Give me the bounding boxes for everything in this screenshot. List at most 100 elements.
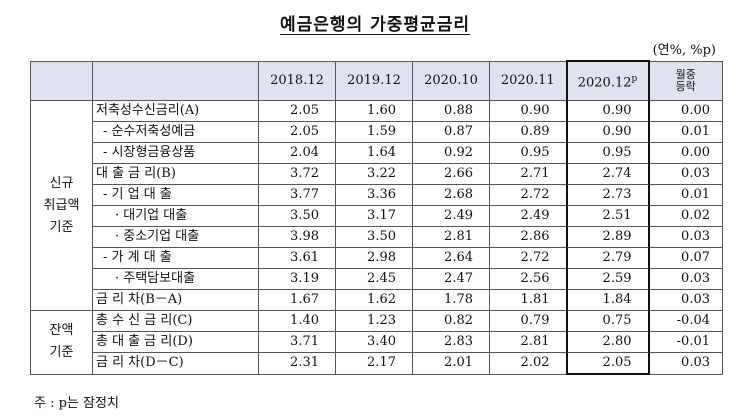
table-cell: -0.04 [648, 310, 723, 332]
table-cell: 2.49 [412, 205, 490, 227]
table-cell: 1.64 [335, 142, 413, 164]
mom-line1: 월중 [675, 67, 696, 81]
table-row: - 시장형금융상품 2.04 1.64 0.92 0.95 0.95 0.00 [31, 142, 723, 164]
table-cell: 2.47 [412, 268, 490, 290]
table-cell: 2.74 [565, 163, 650, 185]
table-cell: 0.90 [565, 121, 650, 143]
table-cell: 3.98 [258, 226, 336, 248]
header-col-4: 2020.11 [489, 60, 567, 101]
table-cell: 2.56 [489, 268, 567, 290]
table-cell: 1.84 [565, 289, 650, 311]
table-cell: 0.07 [648, 247, 723, 269]
table-cell: 3.40 [335, 331, 413, 353]
table-row: 금 리 차(D－C) 2.31 2.17 2.01 2.02 2.05 0.03 [31, 352, 723, 375]
table-cell: 0.90 [489, 100, 567, 122]
table-cell: 3.72 [258, 163, 336, 185]
mom-line2: 등락 [675, 79, 696, 93]
table-cell: 2.05 [258, 121, 336, 143]
table-cell: 3.61 [258, 247, 336, 269]
table-cell: 1.40 [258, 310, 336, 332]
table-cell: 3.19 [258, 268, 336, 290]
row-label: · 중소기업 대출 [92, 226, 259, 248]
table-cell: 3.22 [335, 163, 413, 185]
table-cell: 0.92 [412, 142, 490, 164]
table-cell: 0.79 [489, 310, 567, 332]
table-cell: 1.23 [335, 310, 413, 332]
table-cell: 0.95 [489, 142, 567, 164]
table-cell: 0.03 [648, 268, 723, 290]
row-label: - 가 계 대 출 [92, 247, 259, 269]
header-col-1: 2018.12 [258, 60, 336, 101]
table-cell: 2.83 [412, 331, 490, 353]
table-cell: 2.17 [335, 352, 413, 375]
table-cell: 3.50 [258, 205, 336, 227]
row-label: 금 리 차(D－C) [92, 352, 259, 375]
header-mom-change: 월중 등락 [648, 60, 723, 101]
row-group-label: 신규 취급액 기준 [30, 100, 93, 311]
table-cell: 2.73 [565, 184, 650, 206]
table-row: - 가 계 대 출 3.61 2.98 2.64 2.72 2.79 0.07 [31, 247, 723, 269]
table-cell: 0.03 [648, 352, 723, 375]
row-label: - 시장형금융상품 [92, 142, 259, 164]
table-row: 총 대 출 금 리(D) 3.71 3.40 2.83 2.81 2.80 -0.01 [31, 331, 723, 353]
table-cell: 2.72 [489, 247, 567, 269]
table-cell: 0.90 [565, 100, 650, 122]
table-row: · 주택담보대출 3.19 2.45 2.47 2.56 2.59 0.03 [31, 268, 723, 290]
header-col-5-text: 2020.12 [577, 75, 632, 91]
row-label: 대 출 금 리(B) [92, 163, 259, 185]
table-cell: 0.89 [489, 121, 567, 143]
table-cell: 2.51 [565, 205, 650, 227]
table-cell: 2.64 [412, 247, 490, 269]
table-cell: 2.66 [412, 163, 490, 185]
table-row: - 기 업 대 출 3.77 3.36 2.68 2.72 2.73 0.01 [31, 184, 723, 206]
header-col-5: 2020.12p [565, 60, 650, 101]
table-cell: 3.50 [335, 226, 413, 248]
footnote: 주 : p는 잠정치 [34, 396, 119, 411]
table-cell: 1.62 [335, 289, 413, 311]
row-label: 총 수 신 금 리(C) [92, 310, 259, 332]
table-cell: 0.95 [565, 142, 650, 164]
unit-label: (연%, %p) [652, 43, 716, 58]
document-title: 예금은행의 가중평균금리 [0, 10, 750, 35]
table-cell: 1.67 [258, 289, 336, 311]
table-cell: 0.02 [648, 205, 723, 227]
document-title-text: 예금은행의 가중평균금리 [280, 15, 470, 35]
table-cell: 2.89 [565, 226, 650, 248]
header-col-3: 2020.10 [412, 60, 490, 101]
table-cell: 0.01 [648, 184, 723, 206]
table-cell: 0.00 [648, 100, 723, 122]
table-cell: 3.36 [335, 184, 413, 206]
table-cell: 2.49 [489, 205, 567, 227]
table-cell: 2.81 [412, 226, 490, 248]
row-label: - 기 업 대 출 [92, 184, 259, 206]
row-label: 저축성수신금리(A) [92, 100, 259, 122]
table-cell: 2.02 [489, 352, 567, 375]
table-row: · 대기업 대출 3.50 3.17 2.49 2.49 2.51 0.02 [31, 205, 723, 227]
table-cell: 1.81 [489, 289, 567, 311]
table-cell: 0.88 [412, 100, 490, 122]
table-cell: 2.79 [565, 247, 650, 269]
table-row: - 순수저축성예금 2.05 1.59 0.87 0.89 0.90 0.01 [31, 121, 723, 143]
row-label: · 주택담보대출 [92, 268, 259, 290]
table-cell: 3.17 [335, 205, 413, 227]
table-cell: 2.80 [565, 331, 650, 353]
table-cell: 0.82 [412, 310, 490, 332]
table-cell: 2.05 [258, 100, 336, 122]
table-cell: 1.59 [335, 121, 413, 143]
table-cell: 3.71 [258, 331, 336, 353]
header-label-col [92, 60, 259, 101]
table-cell: 2.05 [565, 352, 650, 375]
table-cell: 2.71 [489, 163, 567, 185]
table-cell: 1.78 [412, 289, 490, 311]
table-cell: 2.04 [258, 142, 336, 164]
table-cell: 2.98 [335, 247, 413, 269]
header-row: 2018.12 2019.12 2020.10 2020.11 2020.12p… [30, 60, 723, 101]
table-cell: 2.81 [489, 331, 567, 353]
row-label: · 대기업 대출 [92, 205, 259, 227]
table-row: 대 출 금 리(B) 3.72 3.22 2.66 2.71 2.74 0.03 [31, 163, 723, 185]
table-cell: 0.03 [648, 289, 723, 311]
table-cell: 0.00 [648, 142, 723, 164]
table-cell: -0.01 [648, 331, 723, 353]
table-cell: 0.03 [648, 226, 723, 248]
interest-rate-table: 2018.12 2019.12 2020.10 2020.11 2020.12p… [30, 60, 723, 375]
